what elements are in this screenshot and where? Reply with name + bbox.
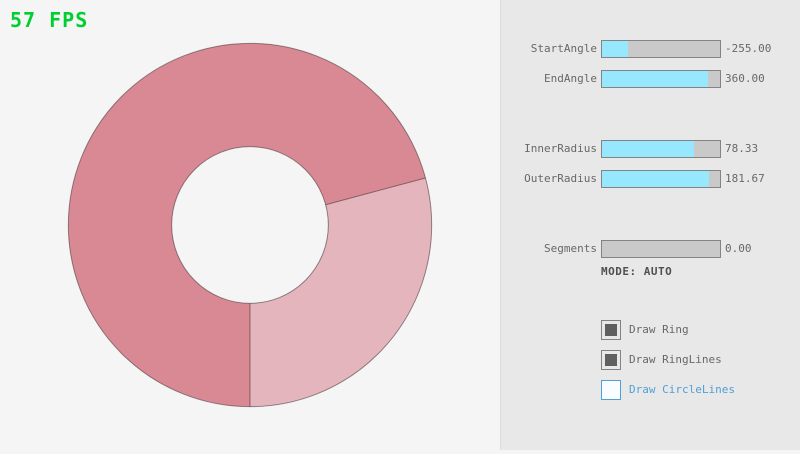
segments-value: 0.00 [725,242,752,255]
outer-radius-slider[interactable] [601,170,721,188]
segments-slider[interactable] [601,240,721,258]
ring-canvas [67,42,433,408]
outer-radius-label: OuterRadius [524,172,597,185]
checkbox-box[interactable] [601,320,621,340]
checkbox-label: Draw RingLines [629,353,722,366]
fps-counter: 57 FPS [10,8,89,32]
end-angle-value: 360.00 [725,72,765,85]
ring-boundary-line [325,177,426,206]
slider-row-inner-radius: InnerRadius 78.33 [501,140,800,158]
checkbox-draw-ring[interactable]: Draw Ring [601,320,800,340]
ring-drawing [67,42,433,408]
slider-row-outer-radius: OuterRadius 181.67 [501,170,800,188]
end-angle-label: EndAngle [544,72,597,85]
slider-row-start-angle: StartAngle -255.00 [501,40,800,58]
check-mark-icon [605,354,617,366]
checkbox-draw-ringlines[interactable]: Draw RingLines [601,350,800,370]
outer-radius-value: 181.67 [725,172,765,185]
checkbox-box[interactable] [601,380,621,400]
mode-label: MODE: AUTO [601,265,673,278]
start-angle-value: -255.00 [725,42,772,55]
checkbox-label: Draw Ring [629,323,689,336]
ring-single-pass-region [250,177,432,407]
ring-outer-outline [67,42,433,408]
check-mark-icon [605,324,617,336]
slider-fill [602,71,709,87]
inner-radius-slider[interactable] [601,140,721,158]
inner-radius-value: 78.33 [725,142,759,155]
end-angle-slider[interactable] [601,70,721,88]
slider-fill [602,41,628,57]
checkbox-label: Draw CircleLines [629,383,735,396]
controls-panel: StartAngle -255.00 EndAngle 360.00 Inner… [500,0,800,450]
segments-label: Segments [544,242,597,255]
slider-row-end-angle: EndAngle 360.00 [501,70,800,88]
slider-fill [602,171,710,187]
start-angle-label: StartAngle [530,42,597,55]
inner-radius-label: InnerRadius [524,142,597,155]
start-angle-slider[interactable] [601,40,721,58]
slider-fill [602,141,695,157]
slider-row-segments: Segments 0.00 [501,240,800,258]
checkbox-box[interactable] [601,350,621,370]
ring-inner-outline [171,146,329,304]
checkbox-draw-circlelines[interactable]: Draw CircleLines [601,380,800,400]
